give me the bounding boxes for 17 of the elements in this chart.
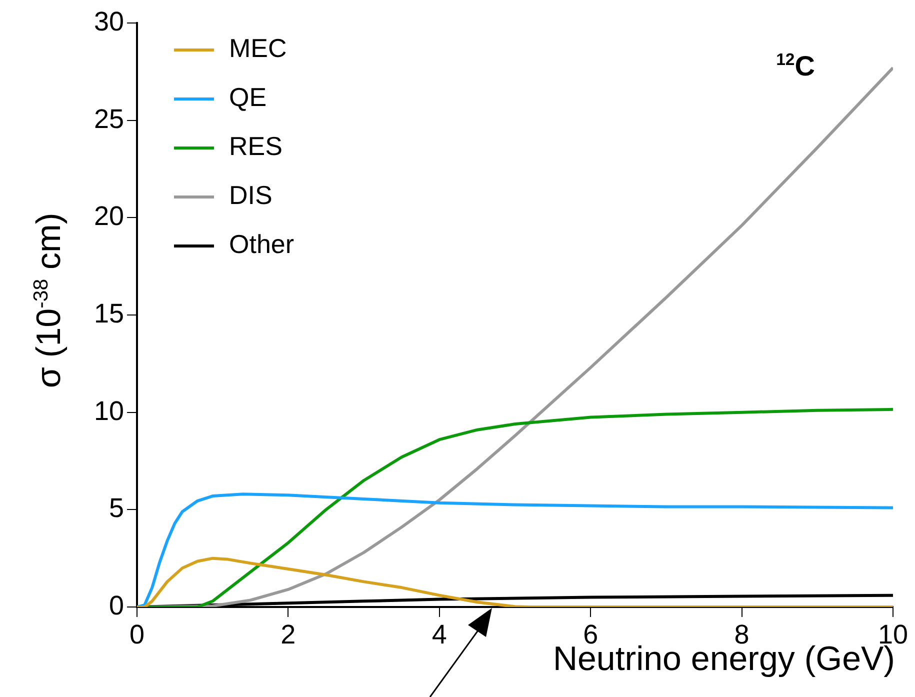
legend-label: DIS [229,180,272,210]
y-tick-label: 20 [94,201,124,232]
x-tick-label: 8 [734,620,750,650]
y-tick-label: 5 [108,493,124,524]
x-tick-label: 2 [280,620,296,650]
x-tick-label: 4 [432,620,447,650]
annotation: $^{12}$C [776,50,815,82]
y-tick-label: 10 [94,396,124,426]
y-tick-label: 15 [94,298,124,328]
x-tick-label: 0 [129,620,145,650]
legend-label: QE [229,82,267,112]
y-tick-label: 0 [108,590,124,620]
legend-label: Other [229,229,294,260]
y-tick-label: 30 [94,6,124,36]
legend-label: RES [229,131,282,162]
legend-label: MEC [229,33,287,64]
y-tick-label: 25 [94,104,124,134]
